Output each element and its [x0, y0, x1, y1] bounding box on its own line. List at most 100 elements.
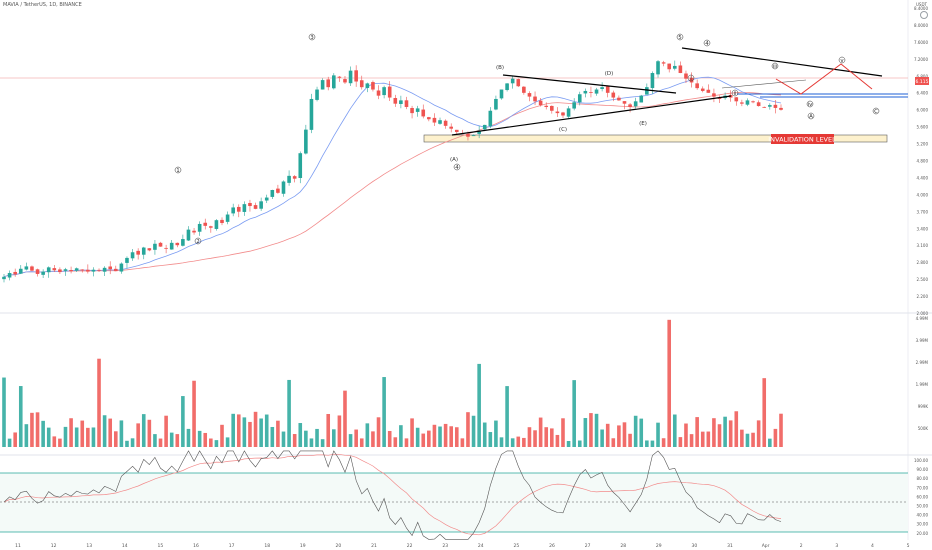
candle-body — [555, 111, 560, 114]
volume-bar — [577, 440, 582, 447]
candle-body — [438, 120, 442, 124]
candle-body — [645, 87, 649, 95]
candle-body — [387, 86, 392, 98]
volume-bar — [371, 431, 375, 447]
wave-circle-v — [838, 56, 846, 64]
volume-bar — [354, 429, 358, 447]
volume-bar — [740, 429, 744, 447]
candle-body — [762, 106, 767, 108]
triangle-upper-line[interactable] — [502, 74, 677, 94]
candle-body — [404, 100, 409, 107]
time-axis-label: 14 — [122, 543, 128, 549]
candle-body — [622, 101, 627, 104]
candle-body — [359, 80, 364, 88]
rsi-axis-label: 60.00 — [917, 494, 929, 499]
volume-bar — [628, 433, 632, 447]
candle-body — [7, 273, 12, 278]
candle-body — [628, 104, 632, 107]
volume-bar — [348, 434, 353, 447]
candle-body — [527, 93, 532, 97]
candle-body — [382, 87, 386, 96]
price-axis[interactable]: 8.4000 8.0000 7.6000 7.2000 6.800 6.400 6.000 5… — [914, 6, 928, 316]
wedge-upper-line[interactable] — [681, 47, 883, 77]
volume-bar — [678, 437, 683, 447]
price-axis-label: 5.600 — [917, 125, 929, 130]
candle-body — [656, 61, 660, 75]
volume-bar — [723, 416, 727, 447]
volume-bar — [661, 438, 666, 447]
candle-body — [639, 95, 644, 103]
volume-bar — [745, 433, 750, 447]
volume-bar — [119, 420, 124, 447]
volume-bar — [494, 420, 498, 447]
candle-body — [192, 230, 196, 233]
candle-body — [522, 86, 526, 93]
candle-body — [231, 207, 235, 214]
volume-bar — [404, 438, 409, 447]
volume-bar — [477, 363, 481, 447]
wave-circle-5 — [676, 33, 684, 41]
volume-bar — [393, 437, 398, 447]
volume-bar — [130, 438, 135, 447]
volume-axis[interactable]: 4.99M 3.99M 2.99M 1.99M 999K 500K — [916, 316, 929, 431]
invalidation-box[interactable] — [423, 134, 888, 143]
wave-circle-A — [807, 112, 815, 120]
volume-bar — [97, 358, 101, 447]
time-axis-label: 29 — [656, 543, 662, 549]
rsi-axis[interactable]: 100.00 90.00 80.00 70.00 60.00 50.00 40.00 30.0… — [914, 458, 928, 536]
candle-body — [589, 92, 593, 93]
volume-bar — [505, 386, 509, 447]
wedge-lower-line[interactable] — [721, 79, 807, 89]
candle-body — [443, 120, 448, 126]
volume-bar — [762, 378, 767, 447]
volume-bar — [108, 418, 113, 447]
volume-bar — [270, 426, 275, 447]
projection-path[interactable] — [775, 63, 873, 95]
rsi-line — [3, 450, 782, 540]
volume-bar — [622, 422, 627, 447]
invalidation-label: INVALIDATION LEVEL — [768, 136, 836, 144]
candle-body — [52, 268, 57, 271]
time-axis-label: 4 — [871, 543, 874, 549]
volume-bar — [438, 426, 442, 447]
candle-body — [113, 268, 118, 272]
rsi-axis-label: 20.00 — [917, 531, 929, 536]
volume-bar — [220, 424, 224, 447]
candle-body — [561, 112, 565, 116]
wave-label-A: A — [809, 114, 813, 120]
volume-bar — [583, 418, 588, 447]
candle-body — [309, 98, 314, 130]
candle-body — [427, 117, 431, 120]
candle-body — [276, 188, 280, 193]
price-axis-label: 7.6000 — [914, 40, 928, 45]
wave-label-iii: iii — [773, 64, 778, 70]
volume-bar — [231, 413, 235, 447]
volume-bar — [113, 431, 118, 447]
volume-bar — [516, 436, 521, 447]
currency-label: USDT — [916, 2, 927, 7]
volume-bar — [24, 424, 29, 447]
rsi-axis-label: 30.00 — [917, 522, 929, 527]
volume-bar — [432, 424, 437, 447]
candle-body — [259, 201, 263, 209]
time-axis-label: 15 — [158, 543, 164, 549]
volume-bar — [617, 425, 621, 447]
candle-body — [315, 89, 319, 100]
candle-body — [365, 83, 370, 88]
time-axis[interactable]: 11 12 13 14 15 16 17 18 19 20 21 22 23 24 25 26 27 28 29 30… — [15, 543, 909, 549]
volume-bar — [91, 427, 96, 447]
volume-bar — [768, 438, 772, 447]
candle-body — [605, 86, 610, 93]
candle-body — [700, 88, 705, 91]
volume-bar — [242, 417, 247, 447]
time-axis-label: 23 — [442, 543, 448, 549]
candle-body — [684, 73, 688, 79]
settings-icon[interactable] — [920, 11, 928, 19]
time-axis-label: 19 — [300, 543, 306, 549]
rsi-ma-line — [3, 453, 782, 536]
candle-body — [164, 247, 168, 249]
triangle-lower-line[interactable] — [451, 95, 732, 136]
volume-axis-label: 2.99M — [916, 360, 929, 365]
rsi-axis-label: 40.00 — [917, 513, 929, 518]
